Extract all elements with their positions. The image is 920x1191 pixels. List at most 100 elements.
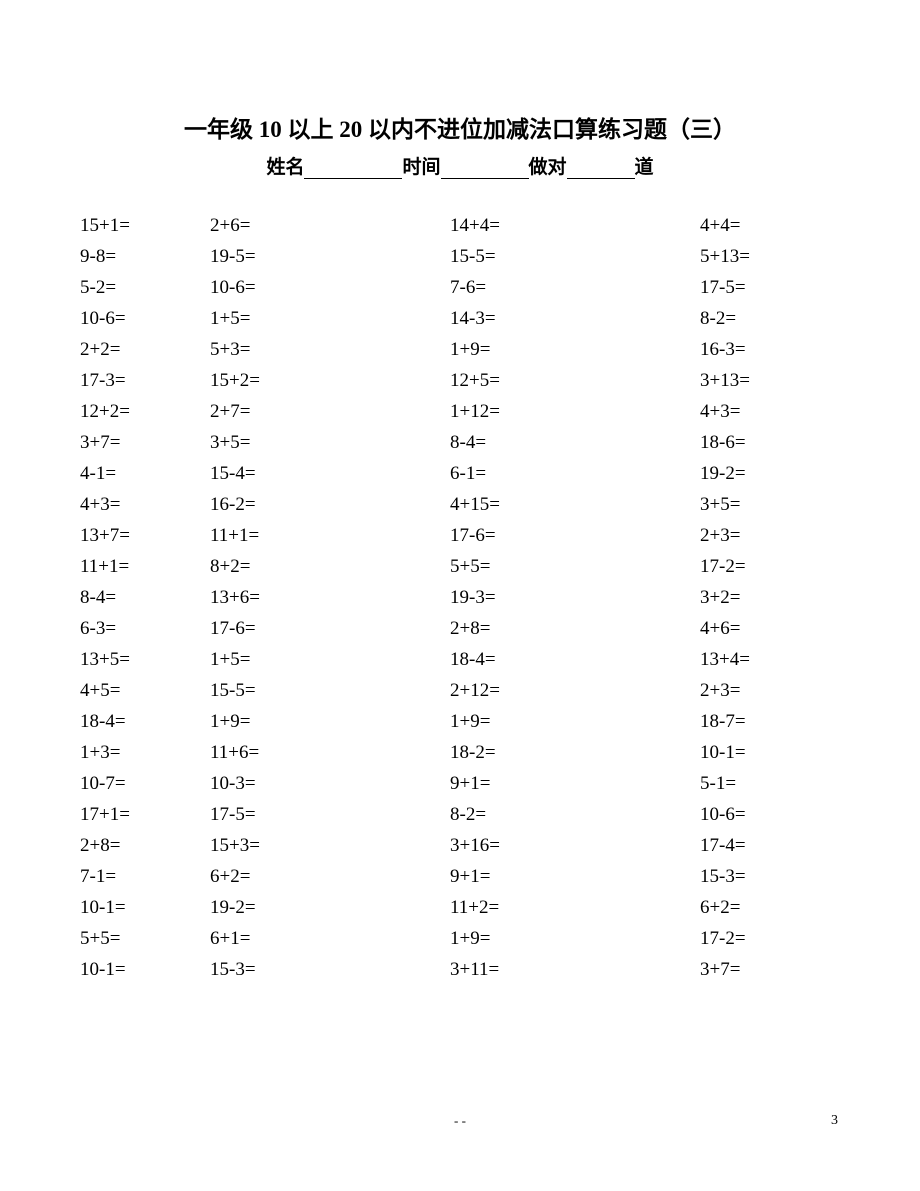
problem-cell: 10-1= (80, 959, 210, 981)
problem-cell: 11+2= (450, 897, 700, 919)
problem-cell: 7-6= (450, 277, 700, 299)
problem-cell: 19-3= (450, 587, 700, 609)
page-title: 一年级 10 以上 20 以内不进位加减法口算练习题（三） (80, 110, 840, 144)
problem-cell: 17-2= (700, 928, 840, 950)
problem-cell: 3+5= (700, 494, 840, 516)
worksheet-info-line: 姓名时间做对道 (80, 152, 840, 179)
count-prefix-label: 做对 (529, 157, 567, 178)
problem-cell: 10-3= (210, 773, 450, 795)
problem-cell: 4+5= (80, 680, 210, 702)
problem-cell: 5+13= (700, 246, 840, 268)
count-suffix-label: 道 (635, 157, 654, 178)
page-number: 3 (831, 1113, 838, 1129)
problem-cell: 3+2= (700, 587, 840, 609)
problem-cell: 6-1= (450, 463, 700, 485)
problem-cell: 10-1= (700, 742, 840, 764)
problem-cell: 19-2= (210, 897, 450, 919)
problem-cell: 13+7= (80, 525, 210, 547)
page-footer-mark: - - (0, 1113, 920, 1129)
problem-cell: 5+3= (210, 339, 450, 361)
problem-cell: 17-6= (210, 618, 450, 640)
problem-cell: 4+4= (700, 215, 840, 237)
problem-cell: 11+1= (210, 525, 450, 547)
problem-cell: 6+2= (210, 866, 450, 888)
problem-cell: 10-6= (700, 804, 840, 826)
problem-cell: 13+4= (700, 649, 840, 671)
problem-cell: 18-7= (700, 711, 840, 733)
problem-cell: 3+7= (700, 959, 840, 981)
problem-cell: 8-4= (450, 432, 700, 454)
problem-cell: 2+6= (210, 215, 450, 237)
problem-cell: 12+2= (80, 401, 210, 423)
problem-cell: 17-5= (210, 804, 450, 826)
problem-cell: 8-2= (700, 308, 840, 330)
problem-cell: 1+12= (450, 401, 700, 423)
problem-cell: 18-4= (450, 649, 700, 671)
time-blank (441, 160, 529, 179)
problem-cell: 17-2= (700, 556, 840, 578)
problem-cell: 9+1= (450, 773, 700, 795)
problem-cell: 2+8= (80, 835, 210, 857)
problem-cell: 1+5= (210, 308, 450, 330)
problem-cell: 9+1= (450, 866, 700, 888)
problem-cell: 3+13= (700, 370, 840, 392)
problem-cell: 2+2= (80, 339, 210, 361)
problem-cell: 15+1= (80, 215, 210, 237)
problem-cell: 2+3= (700, 680, 840, 702)
problem-cell: 1+5= (210, 649, 450, 671)
problem-cell: 18-6= (700, 432, 840, 454)
problem-cell: 17-3= (80, 370, 210, 392)
problem-cell: 3+16= (450, 835, 700, 857)
problem-cell: 4+3= (80, 494, 210, 516)
problem-cell: 2+7= (210, 401, 450, 423)
problem-cell: 18-4= (80, 711, 210, 733)
problem-cell: 15-5= (210, 680, 450, 702)
problem-cell: 16-3= (700, 339, 840, 361)
problem-cell: 15+3= (210, 835, 450, 857)
problem-cell: 14-3= (450, 308, 700, 330)
problem-cell: 16-2= (210, 494, 450, 516)
problem-cell: 15-3= (700, 866, 840, 888)
problem-cell: 19-5= (210, 246, 450, 268)
problem-cell: 13+5= (80, 649, 210, 671)
problem-cell: 15+2= (210, 370, 450, 392)
problem-cell: 14+4= (450, 215, 700, 237)
problem-cell: 18-2= (450, 742, 700, 764)
problem-cell: 5-2= (80, 277, 210, 299)
problem-cell: 6-3= (80, 618, 210, 640)
time-label: 时间 (402, 157, 440, 178)
problem-cell: 10-6= (80, 308, 210, 330)
problem-cell: 3+5= (210, 432, 450, 454)
problem-cell: 3+11= (450, 959, 700, 981)
problem-cell: 9-8= (80, 246, 210, 268)
name-blank (304, 160, 402, 179)
problem-cell: 8-4= (80, 587, 210, 609)
problem-cell: 2+3= (700, 525, 840, 547)
problem-cell: 5+5= (450, 556, 700, 578)
problem-cell: 1+3= (80, 742, 210, 764)
problem-cell: 10-6= (210, 277, 450, 299)
problem-cell: 6+2= (700, 897, 840, 919)
problem-cell: 5-1= (700, 773, 840, 795)
problem-cell: 15-4= (210, 463, 450, 485)
problem-cell: 11+6= (210, 742, 450, 764)
problems-grid: 15+1=2+6=14+4=4+4=9-8=19-5=15-5=5+13=5-2… (80, 215, 840, 981)
problem-cell: 4+3= (700, 401, 840, 423)
problem-cell: 5+5= (80, 928, 210, 950)
count-blank (567, 160, 635, 179)
problem-cell: 1+9= (450, 928, 700, 950)
problem-cell: 10-1= (80, 897, 210, 919)
problem-cell: 11+1= (80, 556, 210, 578)
problem-cell: 1+9= (210, 711, 450, 733)
problem-cell: 4+6= (700, 618, 840, 640)
problem-cell: 1+9= (450, 711, 700, 733)
problem-cell: 17-6= (450, 525, 700, 547)
problem-cell: 2+12= (450, 680, 700, 702)
problem-cell: 2+8= (450, 618, 700, 640)
problem-cell: 6+1= (210, 928, 450, 950)
problem-cell: 15-5= (450, 246, 700, 268)
problem-cell: 4+15= (450, 494, 700, 516)
problem-cell: 19-2= (700, 463, 840, 485)
problem-cell: 17-5= (700, 277, 840, 299)
problem-cell: 10-7= (80, 773, 210, 795)
